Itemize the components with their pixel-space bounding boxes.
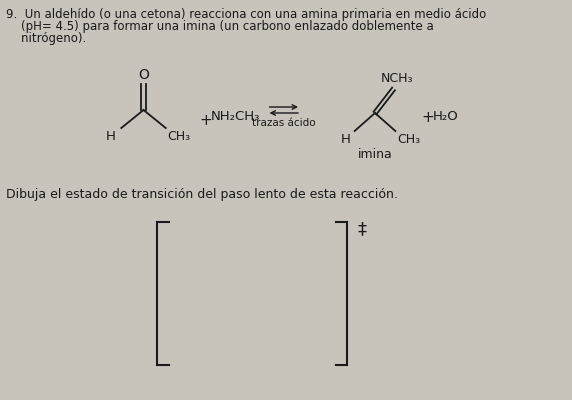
Text: Dibuja el estado de transición del paso lento de esta reacción.: Dibuja el estado de transición del paso … [6,188,398,201]
Text: CH₃: CH₃ [168,130,190,143]
Text: O: O [138,68,149,82]
Text: nitrógeno).: nitrógeno). [6,32,87,45]
Text: H: H [341,133,351,146]
Text: CH₃: CH₃ [397,133,420,146]
Text: imina: imina [358,148,392,161]
Text: H: H [106,130,116,143]
Text: +: + [422,110,434,125]
Text: (pH= 4.5) para formar una imina (un carbono enlazado doblemente a: (pH= 4.5) para formar una imina (un carb… [6,20,434,33]
Text: NH₂CH₃: NH₂CH₃ [211,110,260,123]
Text: NCH₃: NCH₃ [380,72,413,85]
Text: H₂O: H₂O [432,110,458,123]
Text: ‡: ‡ [358,220,367,238]
Text: +: + [199,113,212,128]
Text: trazas ácido: trazas ácido [252,118,316,128]
Text: 9.  Un aldehído (o una cetona) reacciona con una amina primaria en medio ácido: 9. Un aldehído (o una cetona) reacciona … [6,8,487,21]
